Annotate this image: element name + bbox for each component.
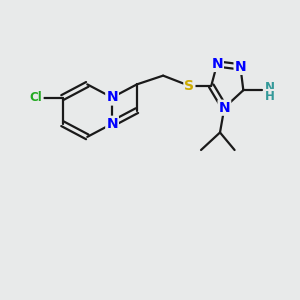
Text: Cl: Cl xyxy=(30,91,43,104)
Text: N: N xyxy=(211,57,223,71)
Text: N: N xyxy=(235,60,246,74)
Text: N: N xyxy=(219,101,230,115)
Text: N: N xyxy=(106,117,118,131)
Text: N: N xyxy=(106,91,118,104)
Text: H: H xyxy=(265,89,275,103)
Text: N: N xyxy=(265,81,275,94)
Text: S: S xyxy=(184,79,194,93)
